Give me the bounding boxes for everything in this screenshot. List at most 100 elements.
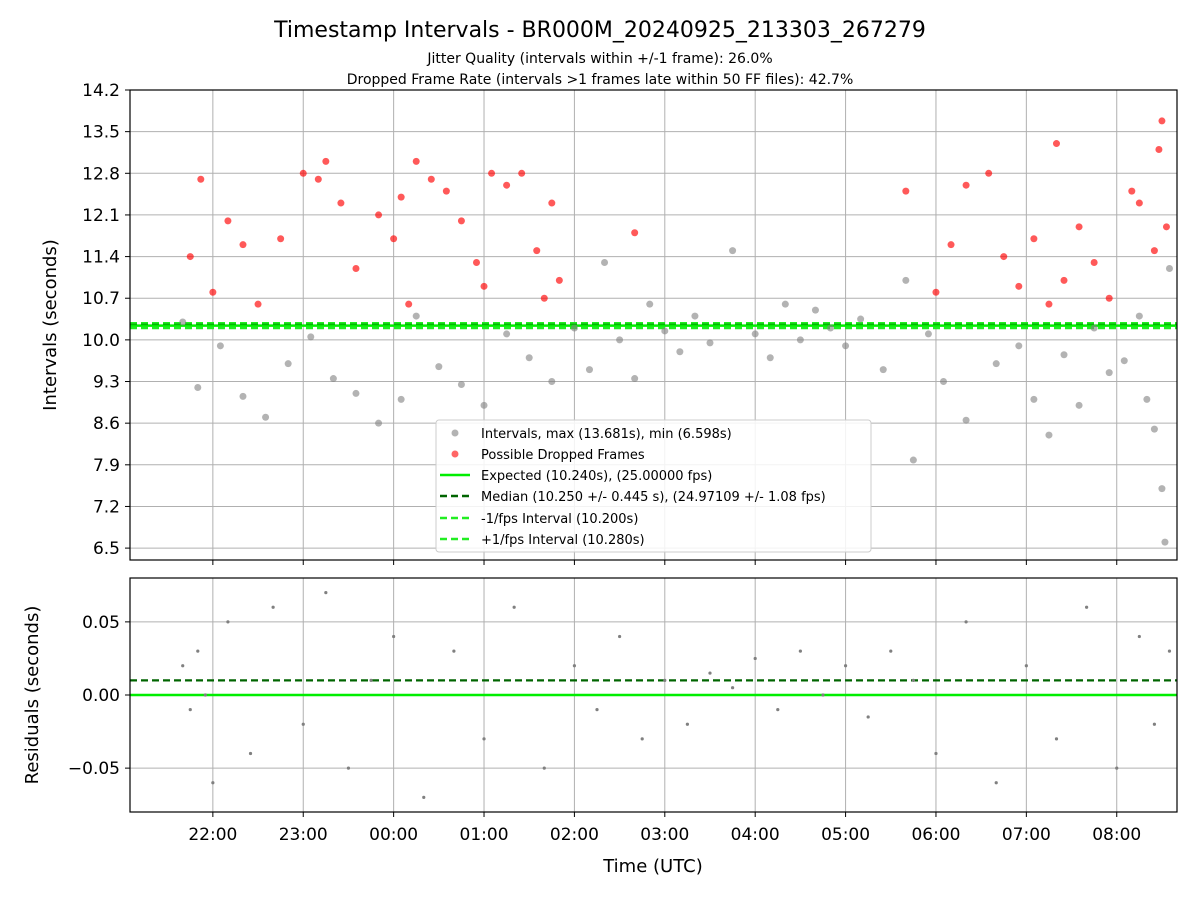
x-tick-label: 07:00 bbox=[1002, 825, 1051, 845]
interval-point bbox=[457, 380, 465, 388]
dropped-frame-point bbox=[209, 288, 217, 296]
x-tick-label: 01:00 bbox=[460, 825, 509, 845]
dropped-frame-point bbox=[533, 247, 541, 255]
residual-point bbox=[866, 715, 870, 719]
residual-point bbox=[1115, 766, 1119, 770]
legend-box bbox=[435, 419, 872, 553]
legend: Intervals, max (13.681s), min (6.598s) P… bbox=[435, 419, 872, 553]
top-y-tick-label: 14.2 bbox=[82, 81, 120, 101]
x-tick-label: 08:00 bbox=[1092, 825, 1141, 845]
interval-point bbox=[1135, 312, 1143, 320]
bottom-x-ticks: 22:00 23:00 00:00 01:00 02:00 03:00 04:00 05:00… bbox=[188, 812, 1141, 845]
residual-point bbox=[798, 649, 802, 653]
top-y-axis-label: Intervals (seconds) bbox=[40, 239, 61, 411]
dropped-frame-point bbox=[1155, 145, 1163, 153]
residual-point bbox=[685, 722, 689, 726]
legend-label-intervals: Intervals, max (13.681s), min (6.598s) bbox=[481, 427, 732, 442]
dropped-frame-point bbox=[427, 175, 435, 183]
top-y-tick-label: 11.4 bbox=[82, 248, 120, 268]
dropped-frame-point bbox=[1135, 199, 1143, 207]
top-dropped-points bbox=[186, 117, 1170, 308]
interval-point bbox=[216, 342, 224, 350]
residual-point bbox=[663, 678, 667, 682]
dropped-frame-point bbox=[186, 253, 194, 261]
dropped-frame-point bbox=[488, 169, 496, 177]
residual-point bbox=[301, 722, 305, 726]
top-y-tick-label: 9.3 bbox=[93, 373, 120, 393]
residual-point bbox=[964, 620, 968, 624]
residual-point bbox=[226, 620, 230, 624]
interval-point bbox=[691, 312, 699, 320]
interval-point bbox=[1015, 342, 1023, 350]
dropped-frame-point bbox=[239, 241, 247, 249]
interval-point bbox=[631, 375, 639, 383]
residual-point bbox=[1152, 722, 1157, 726]
dropped-frame-point bbox=[503, 181, 511, 189]
dropped-frame-point bbox=[540, 294, 548, 302]
dropped-frame-point bbox=[457, 217, 465, 225]
dropped-frame-point bbox=[1000, 253, 1008, 261]
dropped-frame-point bbox=[1158, 117, 1166, 125]
interval-point bbox=[307, 333, 315, 341]
residual-point bbox=[911, 678, 915, 682]
x-axis-label: Time (UTC) bbox=[602, 856, 703, 877]
residual-point bbox=[542, 766, 546, 770]
dropped-frame-point bbox=[277, 235, 285, 243]
interval-point bbox=[525, 354, 533, 362]
top-y-tick-label: 12.1 bbox=[82, 206, 120, 226]
residual-point bbox=[843, 664, 848, 668]
dropped-frame-point bbox=[1090, 259, 1098, 267]
dropped-frame-point bbox=[480, 282, 488, 290]
residual-point bbox=[618, 634, 622, 639]
interval-point bbox=[1161, 538, 1169, 546]
residual-point bbox=[1137, 634, 1141, 639]
bottom-y-ticks: −0.05 0.00 0.05 bbox=[68, 613, 130, 779]
x-tick-label: 03:00 bbox=[640, 825, 689, 845]
top-y-tick-label: 13.5 bbox=[82, 123, 120, 143]
residual-point bbox=[422, 795, 426, 799]
bottom-y-tick-label: −0.05 bbox=[68, 759, 120, 779]
residual-point bbox=[211, 781, 215, 785]
residual-point bbox=[1167, 649, 1172, 653]
residual-point bbox=[708, 671, 712, 675]
legend-marker-intervals bbox=[451, 429, 459, 437]
interval-point bbox=[194, 383, 202, 391]
x-tick-label: 02:00 bbox=[550, 825, 599, 845]
residual-point bbox=[196, 649, 200, 653]
bottom-reference-lines bbox=[130, 679, 1177, 697]
residual-point bbox=[203, 693, 207, 697]
top-interval-points bbox=[179, 247, 1173, 546]
interval-point bbox=[548, 378, 556, 386]
interval-point bbox=[1150, 425, 1158, 433]
interval-point bbox=[646, 300, 654, 308]
interval-point bbox=[1143, 395, 1151, 403]
residual-point bbox=[934, 751, 938, 756]
legend-label-plus-fps: +1/fps Interval (10.280s) bbox=[481, 533, 645, 548]
residual-point bbox=[1054, 737, 1059, 741]
bottom-y-axis-label: Residuals (seconds) bbox=[22, 606, 43, 785]
dropped-frame-point bbox=[947, 241, 955, 249]
residual-point bbox=[730, 686, 735, 690]
chart-title: Timestamp Intervals - BR000M_20240925_21… bbox=[273, 18, 926, 43]
residual-point bbox=[572, 664, 577, 668]
residual-point bbox=[369, 678, 373, 682]
dropped-frame-point bbox=[902, 187, 910, 195]
dropped-frame-point bbox=[337, 199, 345, 207]
interval-point bbox=[909, 456, 917, 464]
top-y-ticks: 6.5 7.2 7.9 8.6 9.3 10.0 10.7 11.4 12.1 12.8 13.5 1… bbox=[82, 81, 1118, 565]
residual-point bbox=[346, 766, 351, 770]
x-tick-label: 23:00 bbox=[279, 825, 328, 845]
residual-point bbox=[753, 656, 757, 661]
interval-point bbox=[766, 354, 774, 362]
interval-point bbox=[902, 276, 910, 284]
dropped-frame-point bbox=[962, 181, 970, 189]
interval-point bbox=[570, 324, 578, 332]
dropped-frame-point bbox=[1052, 140, 1060, 148]
interval-point bbox=[262, 413, 270, 421]
dropped-frame-point bbox=[442, 187, 450, 195]
dropped-frame-point bbox=[412, 157, 420, 165]
dropped-frame-point bbox=[299, 169, 307, 177]
interval-point bbox=[329, 375, 337, 383]
legend-label-expected: Expected (10.240s), (25.00000 fps) bbox=[481, 469, 712, 484]
